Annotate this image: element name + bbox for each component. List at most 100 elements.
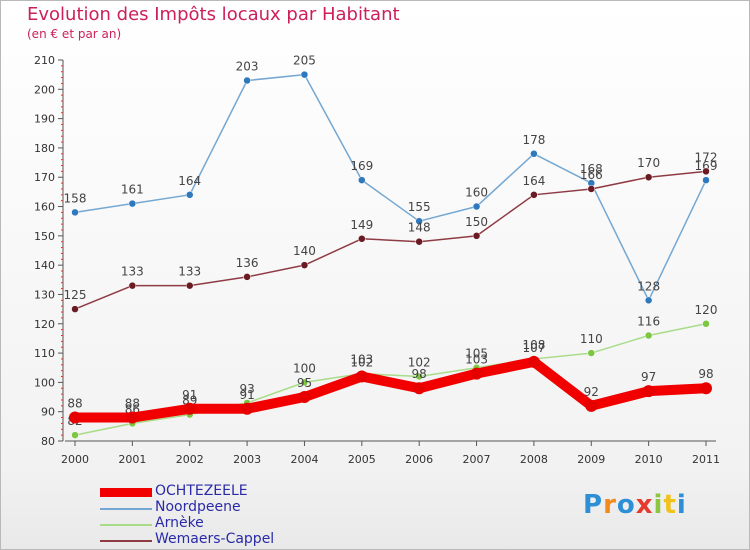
- data-label: 110: [580, 332, 603, 346]
- data-label: 91: [239, 388, 254, 402]
- data-label: 164: [522, 174, 545, 188]
- proxiti-logo: Proxiti: [583, 490, 687, 520]
- data-label: 161: [121, 183, 144, 197]
- data-label: 103: [350, 353, 373, 367]
- data-label: 100: [293, 361, 316, 375]
- data-point: [128, 281, 137, 290]
- logo-letter: t: [663, 490, 677, 520]
- data-label: 169: [695, 159, 718, 173]
- data-point: [415, 372, 423, 381]
- series-line: [70, 356, 711, 423]
- y-tick-label: 140: [34, 259, 55, 272]
- data-label: 169: [350, 159, 373, 173]
- x-tick-label: 2000: [61, 453, 89, 466]
- data-point: [470, 367, 483, 380]
- legend-swatch-noordpeene: [100, 508, 152, 510]
- data-label: 133: [121, 265, 144, 279]
- logo-letter: P: [583, 490, 604, 520]
- legend-label: OCHTEZEELE: [155, 483, 248, 499]
- data-point: [128, 199, 137, 208]
- data-label: 168: [580, 162, 603, 176]
- legend-label: Noordpeene: [155, 499, 241, 515]
- legend-swatch-arneke: [100, 524, 152, 526]
- data-label: 133: [178, 265, 201, 279]
- x-tick-label: 2005: [348, 453, 376, 466]
- data-label: 93: [239, 382, 254, 396]
- data-point: [702, 176, 710, 184]
- data-point: [585, 399, 598, 412]
- data-label: 178: [522, 133, 545, 147]
- y-tick-label: 100: [34, 376, 55, 389]
- data-label: 150: [465, 215, 488, 229]
- x-tick-label: 2008: [520, 453, 548, 466]
- data-label: 170: [637, 156, 660, 170]
- data-label: 136: [236, 256, 259, 270]
- y-tick-label: 170: [34, 171, 55, 184]
- data-point: [587, 349, 596, 357]
- data-point: [702, 320, 710, 328]
- data-label: 149: [350, 218, 373, 232]
- data-label: 107: [522, 341, 545, 355]
- data-label: 158: [64, 191, 87, 205]
- x-tick-label: 2007: [463, 453, 491, 466]
- logo-letter: o: [616, 490, 636, 520]
- legend-swatch-ochtezeele: [100, 488, 152, 497]
- data-point: [185, 281, 194, 290]
- data-label: 103: [465, 353, 488, 367]
- data-point: [185, 191, 194, 199]
- x-tick-label: 2002: [176, 453, 204, 466]
- data-point: [644, 173, 653, 181]
- data-label: 148: [408, 221, 431, 235]
- y-tick-label: 110: [34, 347, 55, 360]
- data-point: [530, 150, 538, 158]
- x-tick-label: 2003: [233, 453, 261, 466]
- data-label: 120: [695, 303, 718, 317]
- data-label: 203: [236, 60, 259, 74]
- x-tick-label: 2010: [635, 453, 663, 466]
- data-point: [183, 402, 196, 415]
- data-point: [472, 202, 481, 211]
- data-point: [644, 296, 653, 305]
- chart-title: Evolution des Impôts locaux par Habitant: [27, 4, 400, 25]
- chart-subtitle: (en € et par an): [27, 27, 122, 41]
- data-point: [69, 411, 81, 424]
- data-point: [358, 235, 366, 243]
- legend-label: Wemaers-Cappel: [155, 531, 275, 547]
- data-point: [413, 382, 426, 395]
- data-label: 91: [182, 388, 197, 402]
- y-tick-label: 210: [34, 54, 55, 67]
- data-point: [355, 370, 368, 383]
- data-label: 160: [465, 186, 488, 200]
- data-point: [241, 402, 254, 415]
- data-label: 88: [125, 397, 140, 411]
- data-label: 98: [698, 367, 713, 381]
- y-tick-label: 150: [34, 230, 55, 243]
- legend-swatch-wemaers-cappel: [100, 540, 152, 542]
- data-label: 172: [695, 150, 718, 164]
- legend-label: Arnèke: [155, 515, 204, 531]
- data-label: 164: [178, 174, 201, 188]
- data-point: [527, 355, 540, 368]
- data-label: 116: [637, 314, 660, 328]
- x-tick-label: 2001: [118, 453, 146, 466]
- y-tick-label: 160: [34, 201, 55, 214]
- x-tick-label: 2009: [577, 453, 605, 466]
- data-label: 125: [64, 288, 87, 302]
- data-label: 88: [67, 397, 82, 411]
- data-point: [126, 411, 139, 424]
- logo-letter: i: [676, 490, 687, 520]
- y-tick-label: 90: [41, 406, 55, 419]
- data-label: 155: [408, 200, 431, 214]
- series-line: [74, 323, 707, 436]
- data-point: [530, 191, 538, 199]
- data-label: 128: [637, 279, 660, 293]
- y-tick-label: 180: [34, 142, 55, 155]
- data-point: [298, 391, 311, 404]
- data-point: [71, 305, 79, 313]
- x-tick-label: 2011: [692, 453, 720, 466]
- data-label: 98: [412, 367, 427, 381]
- data-point: [243, 76, 251, 85]
- y-tick-label: 190: [34, 113, 55, 126]
